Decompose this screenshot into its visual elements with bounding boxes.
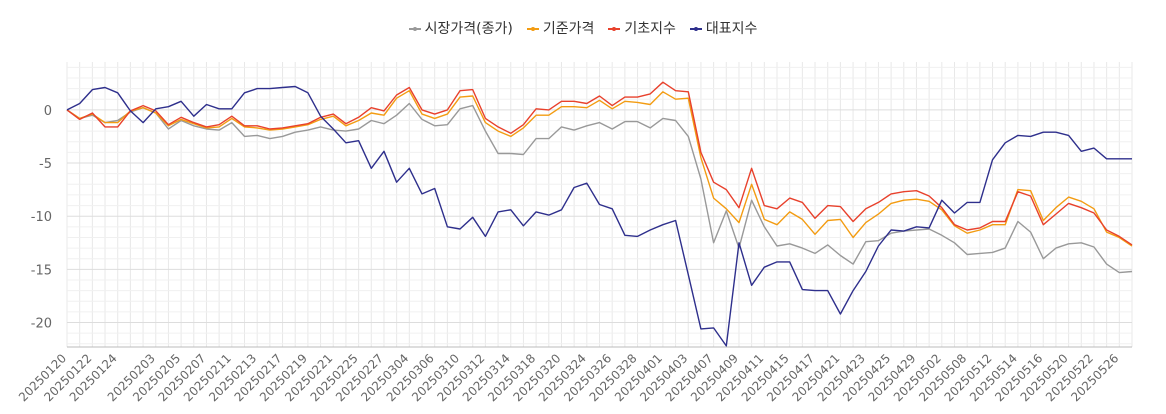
y-tick-label: -20 xyxy=(31,317,52,332)
legend-item-3[interactable]: 대표지수 xyxy=(689,18,758,38)
y-tick-label: -10 xyxy=(31,210,52,225)
y-tick-label: -15 xyxy=(31,263,52,278)
legend-label: 시장가격(종가) xyxy=(424,21,513,37)
legend-item-1[interactable]: 기준가격 xyxy=(526,18,595,38)
y-tick-label: -5 xyxy=(39,157,52,172)
legend-item-0[interactable]: 시장가격(종가) xyxy=(408,18,513,38)
legend: 시장가격(종가) 기준가격 기초지수 대표지수 xyxy=(0,18,1166,38)
series-line-2 xyxy=(66,81,1133,246)
y-tick-label: 0 xyxy=(44,104,52,119)
legend-swatch xyxy=(689,23,702,33)
series-line-0 xyxy=(66,102,1133,274)
series-line-1 xyxy=(66,89,1133,247)
legend-swatch xyxy=(526,23,539,33)
legend-label: 기준가격 xyxy=(542,21,595,37)
legend-label: 대표지수 xyxy=(705,21,758,37)
legend-label: 기초지수 xyxy=(624,21,676,37)
legend-swatch xyxy=(408,23,421,33)
series-line-3 xyxy=(66,85,1132,347)
legend-item-2[interactable]: 기초지수 xyxy=(608,18,676,38)
legend-swatch xyxy=(608,23,621,33)
